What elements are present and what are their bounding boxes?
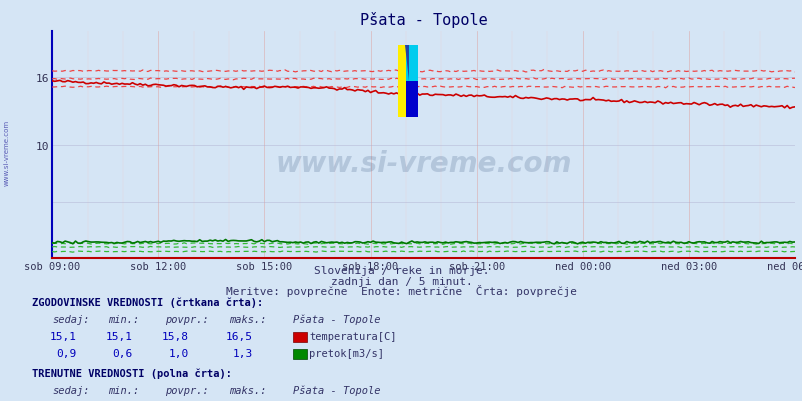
Text: 15,1: 15,1 [105, 331, 132, 341]
Text: Slovenija / reke in morje.: Slovenija / reke in morje. [314, 265, 488, 275]
Text: temperatura[C]: temperatura[C] [309, 331, 396, 341]
Text: povpr.:: povpr.: [164, 385, 208, 395]
FancyBboxPatch shape [397, 46, 408, 118]
Text: pretok[m3/s]: pretok[m3/s] [309, 348, 383, 358]
Polygon shape [404, 46, 408, 82]
Text: ZGODOVINSKE VREDNOSTI (črtkana črta):: ZGODOVINSKE VREDNOSTI (črtkana črta): [32, 297, 263, 308]
Text: 15,1: 15,1 [49, 331, 76, 341]
Text: Pšata - Topole: Pšata - Topole [293, 314, 380, 324]
Text: 1,0: 1,0 [168, 348, 188, 358]
Text: zadnji dan / 5 minut.: zadnji dan / 5 minut. [330, 276, 472, 286]
Text: www.si-vreme.com: www.si-vreme.com [3, 119, 10, 185]
Text: 0,9: 0,9 [56, 348, 76, 358]
Text: Pšata - Topole: Pšata - Topole [293, 385, 380, 395]
Text: TRENUTNE VREDNOSTI (polna črta):: TRENUTNE VREDNOSTI (polna črta): [32, 368, 232, 378]
Text: Meritve: povprečne  Enote: metrične  Črta: povprečje: Meritve: povprečne Enote: metrične Črta:… [225, 285, 577, 297]
Text: 1,3: 1,3 [233, 348, 253, 358]
Text: 0,6: 0,6 [112, 348, 132, 358]
Text: min.:: min.: [108, 314, 140, 324]
Text: maks.:: maks.: [229, 314, 266, 324]
FancyBboxPatch shape [405, 82, 418, 118]
Text: maks.:: maks.: [229, 385, 266, 395]
Text: sedaj:: sedaj: [52, 314, 90, 324]
Title: Pšata - Topole: Pšata - Topole [359, 12, 487, 28]
FancyBboxPatch shape [405, 46, 418, 85]
Text: povpr.:: povpr.: [164, 314, 208, 324]
Text: 16,5: 16,5 [225, 331, 253, 341]
Text: 15,8: 15,8 [161, 331, 188, 341]
Text: www.si-vreme.com: www.si-vreme.com [275, 150, 571, 178]
Text: sedaj:: sedaj: [52, 385, 90, 395]
Text: min.:: min.: [108, 385, 140, 395]
